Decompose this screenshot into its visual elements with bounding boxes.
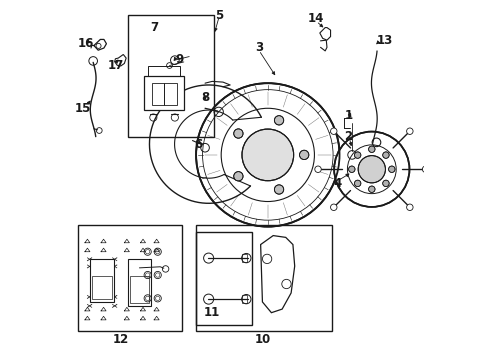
- Text: 4: 4: [333, 177, 341, 190]
- Bar: [151, 84, 164, 105]
- Bar: [129, 276, 149, 303]
- Circle shape: [354, 180, 360, 186]
- Circle shape: [233, 172, 243, 181]
- Bar: [196, 225, 332, 330]
- Circle shape: [330, 204, 336, 211]
- Text: 3: 3: [254, 41, 263, 54]
- Text: 14: 14: [307, 12, 324, 25]
- Text: 6: 6: [193, 138, 202, 150]
- Bar: [196, 232, 251, 325]
- Text: 1: 1: [344, 109, 352, 122]
- Bar: [241, 254, 246, 262]
- Circle shape: [382, 152, 388, 158]
- Text: 17: 17: [108, 59, 124, 72]
- Circle shape: [348, 166, 354, 172]
- Text: 10: 10: [254, 333, 270, 346]
- Text: 11: 11: [203, 306, 220, 319]
- Circle shape: [354, 152, 360, 158]
- Bar: [148, 66, 180, 76]
- Text: 7: 7: [150, 21, 158, 34]
- Text: 13: 13: [375, 33, 392, 47]
- Text: 5: 5: [215, 9, 223, 22]
- Text: 8: 8: [201, 91, 209, 104]
- Bar: [164, 84, 176, 105]
- Circle shape: [357, 156, 385, 183]
- Circle shape: [333, 132, 408, 207]
- Polygon shape: [319, 28, 330, 40]
- Circle shape: [274, 116, 283, 125]
- Text: 15: 15: [75, 102, 91, 115]
- Circle shape: [368, 146, 374, 153]
- Bar: [90, 259, 113, 302]
- Bar: [128, 15, 214, 137]
- Circle shape: [406, 204, 412, 211]
- Circle shape: [422, 166, 428, 172]
- Polygon shape: [260, 235, 294, 313]
- Bar: [92, 276, 112, 299]
- Circle shape: [242, 129, 293, 181]
- Polygon shape: [115, 54, 126, 66]
- Text: 12: 12: [112, 333, 129, 346]
- Circle shape: [233, 129, 243, 138]
- Text: 16: 16: [77, 37, 94, 50]
- Circle shape: [406, 128, 412, 134]
- Bar: [128, 259, 151, 306]
- Circle shape: [314, 166, 321, 172]
- Bar: [78, 225, 182, 330]
- Circle shape: [274, 185, 283, 194]
- Bar: [144, 76, 183, 111]
- Bar: [241, 295, 246, 303]
- Text: 9: 9: [176, 53, 183, 66]
- Circle shape: [382, 180, 388, 186]
- Circle shape: [196, 83, 339, 226]
- Text: 2: 2: [344, 130, 352, 144]
- Circle shape: [388, 166, 394, 172]
- Circle shape: [368, 186, 374, 193]
- Circle shape: [330, 128, 336, 134]
- Circle shape: [299, 150, 308, 159]
